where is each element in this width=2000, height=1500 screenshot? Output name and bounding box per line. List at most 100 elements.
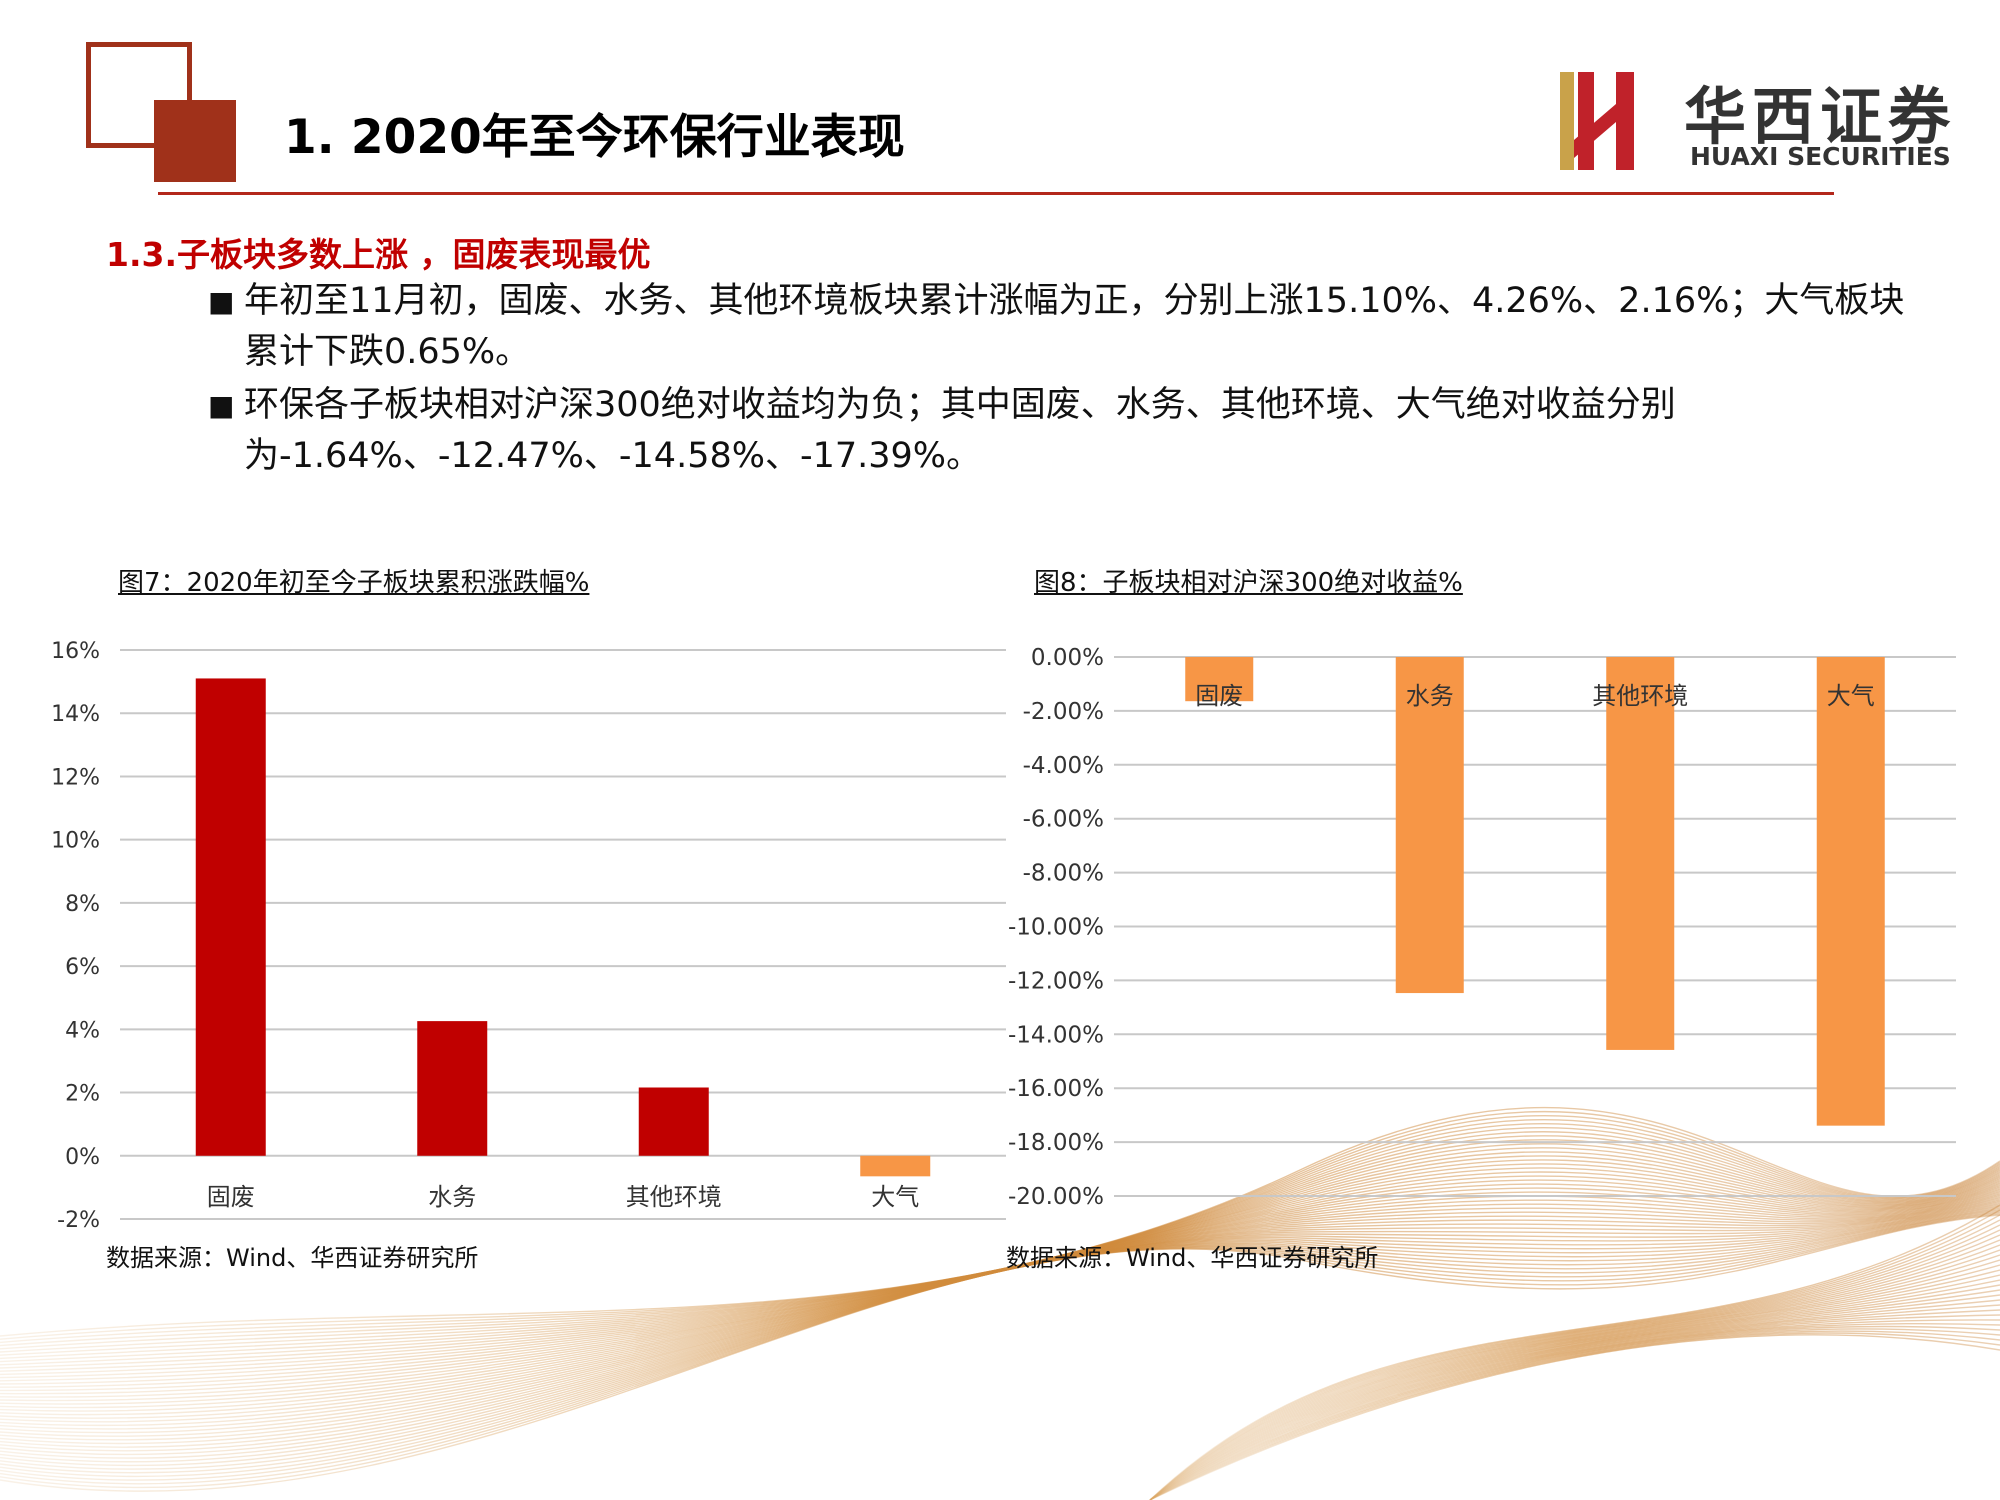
figure-7-title: 图7：2020年初至今子板块累积涨跌幅%	[118, 568, 590, 598]
wave-line	[0, 1171, 2000, 1388]
wave-line	[1149, 1330, 2000, 1500]
wave-line	[1149, 1294, 2000, 1500]
wave-line	[0, 1159, 2000, 1379]
wave-line	[0, 1110, 2000, 1340]
x-tick-label: 其他环境	[1592, 682, 1688, 710]
y-tick-label: 2%	[65, 1082, 100, 1107]
wave-line	[1149, 1249, 2000, 1500]
section-heading: 1.3.子板块多数上涨 ，固废表现最优	[106, 235, 651, 274]
wave-line	[1149, 1289, 2000, 1500]
wave-line	[1149, 1314, 2000, 1500]
wave-line	[1149, 1304, 2000, 1500]
wave-line	[1149, 1239, 2000, 1500]
y-tick-label: 0%	[65, 1145, 100, 1170]
wave-line	[0, 1131, 2000, 1356]
wave-line	[1149, 1224, 2000, 1500]
y-tick-label: -2.00%	[1023, 699, 1104, 725]
figure-7-source: 数据来源：Wind、华西证券研究所	[106, 1244, 479, 1272]
wave-line	[0, 1179, 2000, 1395]
wave-line	[1149, 1214, 2000, 1500]
bar-大气	[860, 1155, 931, 1177]
y-tick-label: 4%	[65, 1018, 100, 1043]
y-tick-label: -6.00%	[1023, 807, 1104, 833]
x-tick-label: 其他环境	[626, 1183, 722, 1211]
y-tick-label: -18.00%	[1008, 1130, 1104, 1156]
wave-line	[1149, 1254, 2000, 1500]
y-tick-label: -16.00%	[1008, 1076, 1104, 1102]
wave-line	[0, 1186, 2000, 1409]
x-tick-label: 固废	[207, 1183, 255, 1211]
wave-line	[0, 1143, 2000, 1366]
wave-line	[1149, 1279, 2000, 1500]
wave-line	[1149, 1244, 2000, 1500]
wave-line	[0, 1147, 2000, 1369]
y-tick-label: -8.00%	[1023, 861, 1104, 887]
wave-line	[1149, 1325, 2000, 1500]
wave-line	[1149, 1269, 2000, 1500]
logo-chinese-name: 华西证券	[1684, 80, 1957, 153]
wave-line	[0, 1123, 2000, 1350]
page-title: 1. 2020年至今环保行业表现	[284, 110, 905, 165]
wave-line	[0, 1189, 2000, 1416]
wave-line	[1149, 1234, 2000, 1500]
header-square-fill	[154, 100, 236, 182]
wave-line	[1149, 1259, 2000, 1500]
wave-line	[0, 1175, 2000, 1392]
wave-line	[1149, 1299, 2000, 1500]
wave-line	[0, 1135, 2000, 1360]
wave-line	[1149, 1319, 2000, 1500]
wave-line	[1149, 1334, 2000, 1500]
wave-line	[0, 1114, 2000, 1344]
y-tick-label: -10.00%	[1008, 915, 1104, 941]
y-tick-label: 12%	[51, 765, 100, 790]
bar-其他环境	[1606, 657, 1675, 1050]
wave-line	[0, 1185, 2000, 1405]
bar-水务	[417, 1021, 488, 1156]
wave-line	[1149, 1209, 2000, 1500]
header-divider	[158, 192, 1834, 195]
x-tick-label: 固废	[1195, 682, 1243, 710]
x-tick-label: 大气	[871, 1183, 919, 1211]
wave-line	[1149, 1322, 2000, 1500]
bullet-text: 环保各子板块相对沪深300绝对收益均为负；其中固废、水务、其他环境、大气绝对收益…	[244, 385, 1676, 476]
bullet-text: 年初至11月初，固废、水务、其他环境板块累计涨幅为正，分别上涨15.10%、4.…	[244, 281, 1905, 372]
wave-line	[1149, 1219, 2000, 1500]
y-tick-label: 6%	[65, 955, 100, 980]
y-tick-label: 8%	[65, 892, 100, 917]
y-tick-label: -20.00%	[1008, 1184, 1104, 1210]
wave-line	[1149, 1264, 2000, 1500]
bullet-item-2: ■ 环保各子板块相对沪深300绝对收益均为负；其中固废、水务、其他环境、大气绝对…	[208, 380, 1908, 482]
bar-大气	[1816, 657, 1885, 1126]
wave-line	[0, 1139, 2000, 1363]
wave-line	[0, 1155, 2000, 1376]
wave-line	[1149, 1274, 2000, 1500]
figure-8-title: 图8：子板块相对沪深300绝对收益%	[1034, 568, 1463, 598]
y-tick-label: -14.00%	[1008, 1022, 1104, 1048]
wave-line	[0, 1167, 2000, 1385]
figure-8-source: 数据来源：Wind、华西证券研究所	[1006, 1244, 1379, 1272]
wave-line	[0, 1127, 2000, 1353]
y-tick-label: 16%	[51, 639, 100, 664]
wave-line	[0, 1163, 2000, 1382]
bar-水务	[1395, 657, 1464, 994]
bar-其他环境	[638, 1087, 709, 1156]
x-tick-label: 水务	[428, 1183, 476, 1211]
x-tick-label: 大气	[1827, 682, 1875, 710]
y-tick-label: -2%	[57, 1208, 100, 1233]
wave-line	[1149, 1204, 2000, 1500]
wave-line	[1149, 1332, 2000, 1500]
y-tick-label: -12.00%	[1008, 968, 1104, 994]
wave-line	[1149, 1328, 2000, 1500]
square-bullet-icon: ■	[208, 389, 235, 422]
logo-english-name: HUAXI SECURITIES	[1690, 142, 1951, 171]
wave-line	[0, 1184, 2000, 1402]
wave-line	[1149, 1309, 2000, 1500]
bullet-item-1: ■ 年初至11月初，固废、水务、其他环境板块累计涨幅为正，分别上涨15.10%、…	[208, 276, 1908, 378]
wave-line	[0, 1183, 2000, 1398]
y-tick-label: 0.00%	[1031, 645, 1104, 671]
y-tick-label: 14%	[51, 702, 100, 727]
wave-line	[1149, 1284, 2000, 1500]
